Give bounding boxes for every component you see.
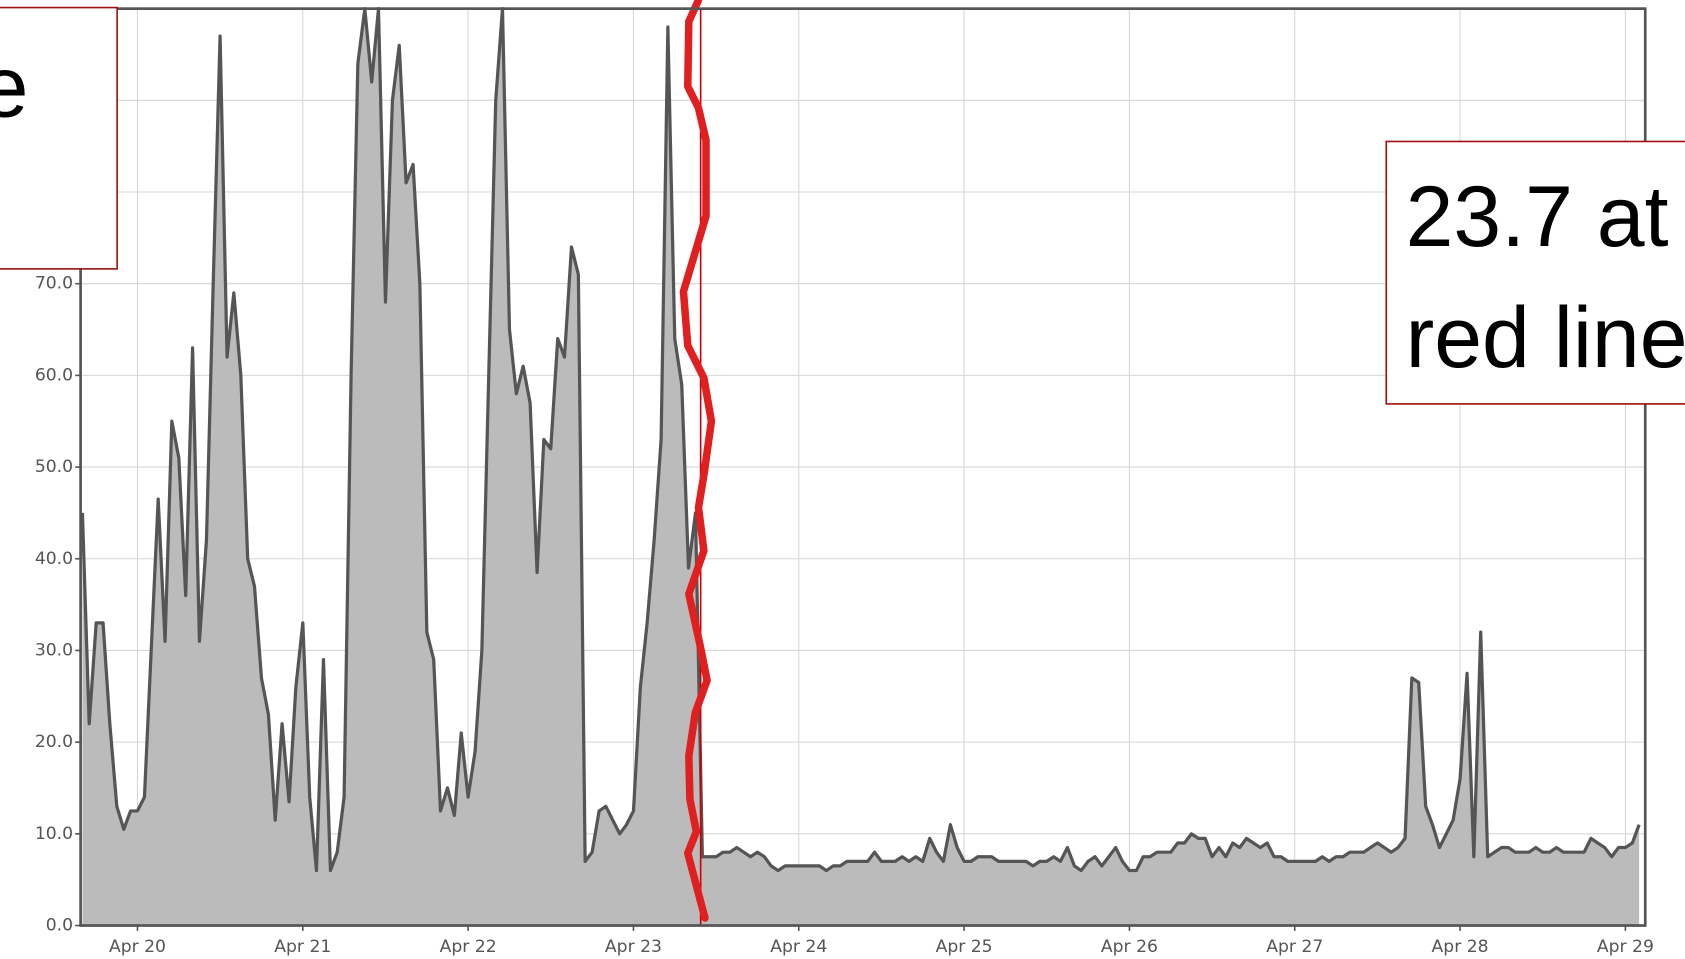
y-tick-label: 70.0	[35, 274, 73, 294]
plot-data	[80, 7, 1641, 926]
hand-drawn-red-line	[679, 0, 716, 922]
y-tick-label: 40.0	[35, 549, 73, 569]
x-tick-label: Apr 21	[274, 937, 331, 957]
y-tick-label: 20.0	[35, 732, 73, 752]
x-tick-label: Apr 29	[1597, 937, 1654, 957]
annotation: 23.7 at	[1406, 169, 1669, 265]
grid	[80, 8, 1646, 927]
y-tick-label: 10.0	[35, 824, 73, 844]
x-tick-label: Apr 23	[605, 937, 662, 957]
x-tick-label: Apr 22	[440, 937, 497, 957]
y-tick-label: 60.0	[35, 365, 73, 385]
annotation: red line	[1406, 290, 1685, 386]
x-tick-label: Apr 20	[109, 937, 166, 957]
x-tick-label: Apr 26	[1101, 937, 1158, 957]
y-tick-label: 0.0	[46, 915, 73, 935]
annotation-box	[0, 6, 118, 270]
x-tick-label: Apr 24	[770, 937, 827, 957]
annotation-box	[1385, 140, 1685, 405]
y-tick-label: 30.0	[35, 640, 73, 660]
area	[82, 8, 1640, 926]
x-tick-label: Apr 25	[936, 937, 993, 957]
line	[80, 7, 1641, 873]
x-tick-label: Apr 27	[1266, 937, 1323, 957]
annotation: e	[0, 39, 28, 135]
x-tick-label: Apr 28	[1432, 937, 1489, 957]
y-tick-label: 50.0	[35, 457, 73, 477]
